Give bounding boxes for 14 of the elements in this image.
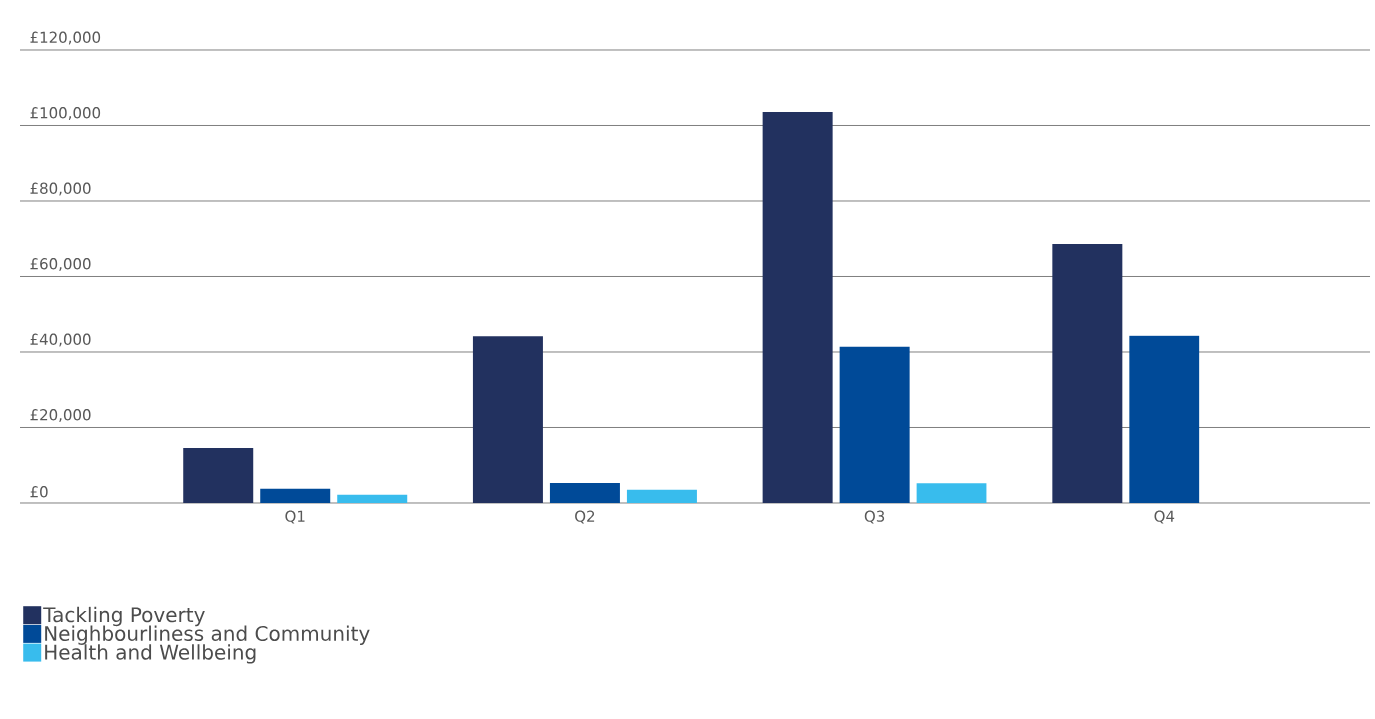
x-tick-label: Q4 [1154,510,1175,524]
legend-label: Tackling Poverty [43,606,205,627]
y-tick-label: £0 [30,486,48,498]
y-tick-label: £40,000 [30,333,91,347]
x-tick-label: Q1 [285,510,305,524]
y-tick-label: £80,000 [30,182,91,196]
y-tick-label: £60,000 [30,258,91,271]
y-tick-label: £20,000 [30,409,91,422]
x-tick-label: Q2 [575,510,595,524]
x-tick-label: Q3 [864,510,885,524]
y-tick-label: £120,000 [30,31,101,45]
legend-label: Health and Wellbeing [45,644,256,664]
legend-label: Neighbourliness and Community [45,625,370,645]
y-tick-label: £100,000 [30,107,101,120]
